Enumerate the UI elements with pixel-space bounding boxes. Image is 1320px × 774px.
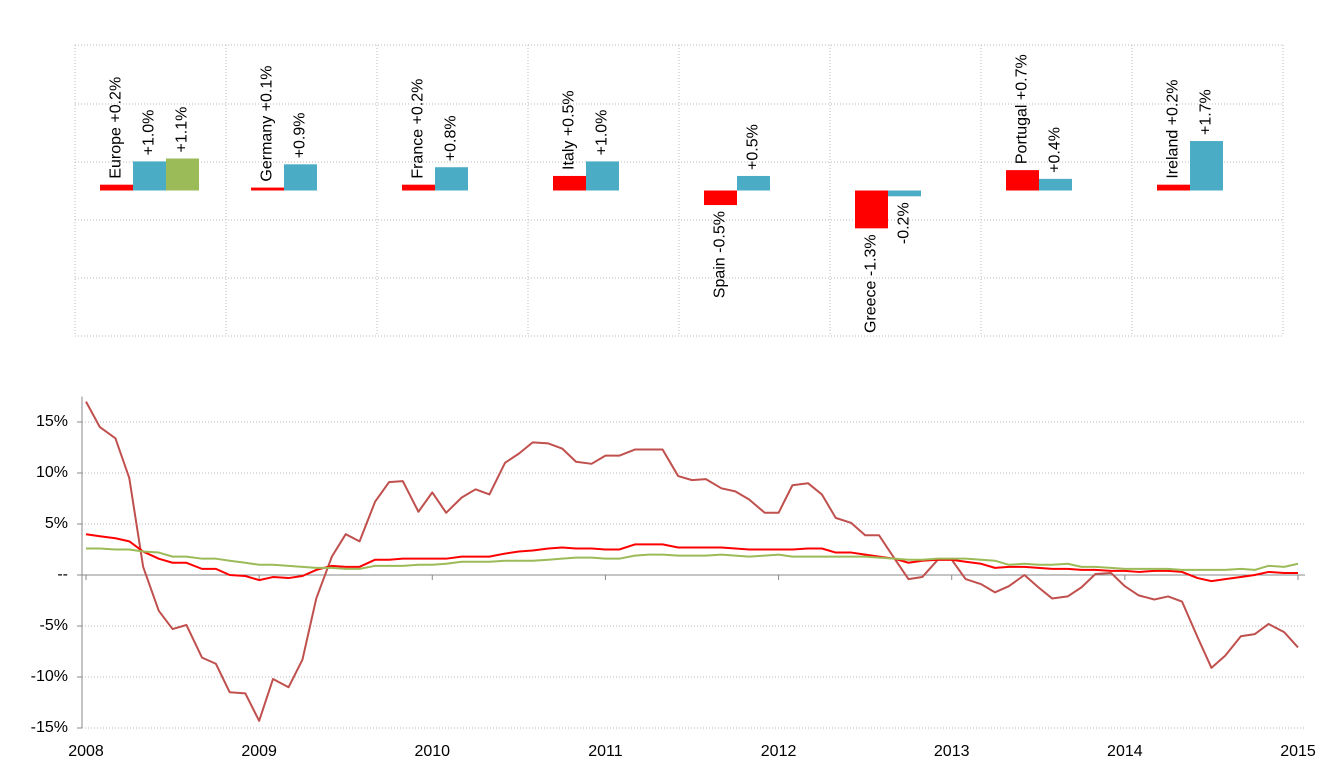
x-tick-label: 2012 <box>761 743 797 760</box>
value-label: -0.2% <box>896 202 913 244</box>
value-label: Greece -1.3% <box>863 234 880 333</box>
x-tick-label: 2013 <box>934 743 970 760</box>
bar <box>1157 184 1190 191</box>
bar <box>737 175 770 191</box>
bar <box>888 190 921 197</box>
x-tick-label: 2011 <box>588 743 623 760</box>
x-tick-label: 2014 <box>1107 743 1143 760</box>
value-label: Ireland +0.2% <box>1165 79 1182 178</box>
bar <box>402 184 435 191</box>
y-tick-label: 15% <box>36 413 68 430</box>
x-tick-label: 2008 <box>68 743 104 760</box>
bar <box>166 158 199 191</box>
value-label: Italy +0.5% <box>561 90 578 170</box>
y-tick-label: -15% <box>31 719 68 736</box>
value-label: +1.1% <box>174 107 191 153</box>
top-panel-frame <box>74 44 1284 337</box>
line-series <box>86 547 1299 571</box>
bar <box>100 184 133 191</box>
value-label: Portugal +0.7% <box>1014 54 1031 164</box>
value-label: +0.5% <box>745 124 762 170</box>
value-label: Europe +0.2% <box>108 77 125 179</box>
value-label: +1.0% <box>141 110 158 156</box>
bar <box>251 187 284 191</box>
bar <box>1190 141 1223 191</box>
x-tick-label: 2010 <box>414 743 450 760</box>
line-series <box>85 401 1299 722</box>
bar <box>435 167 468 191</box>
y-tick-label: 10% <box>36 464 68 481</box>
value-label: +1.7% <box>1198 89 1215 135</box>
value-label: +0.4% <box>1047 127 1064 173</box>
value-label: +1.0% <box>594 110 611 156</box>
value-label: France +0.2% <box>410 79 427 179</box>
value-label: Germany +0.1% <box>259 66 276 182</box>
bar <box>1039 178 1072 191</box>
bar <box>553 175 586 191</box>
value-label: +0.9% <box>292 112 309 158</box>
y-tick-label: -- <box>57 566 68 583</box>
y-tick-label: -10% <box>31 668 68 685</box>
bar <box>586 161 619 191</box>
value-label: +0.8% <box>443 115 460 161</box>
bar <box>704 190 737 206</box>
bar <box>1006 170 1039 191</box>
y-tick-label: 5% <box>45 515 68 532</box>
bar <box>133 161 166 191</box>
value-label: Spain -0.5% <box>712 211 729 298</box>
y-tick-label: -5% <box>40 617 68 634</box>
line-series <box>85 533 1298 583</box>
x-tick-label: 2009 <box>241 743 277 760</box>
x-tick-label: 2015 <box>1280 743 1316 760</box>
bar <box>855 190 888 229</box>
bar <box>284 164 317 191</box>
